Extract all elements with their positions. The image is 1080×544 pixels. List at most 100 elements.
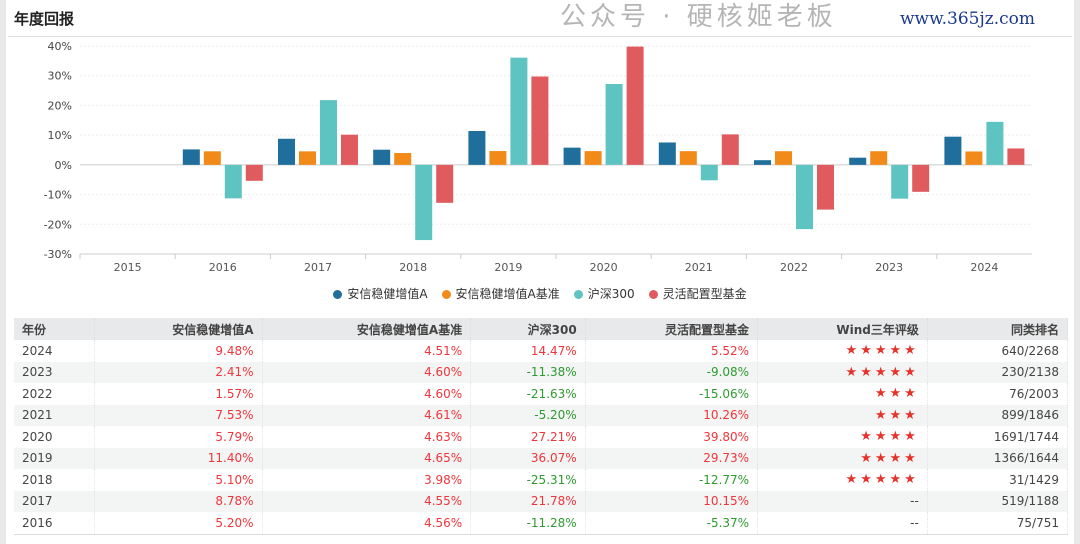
- y-tick-label: -10%: [44, 189, 72, 202]
- table-cell: 10.15%: [585, 490, 759, 512]
- y-tick-label: 30%: [48, 70, 72, 83]
- table-cell: -12.77%: [585, 469, 759, 491]
- bar: [944, 136, 962, 165]
- table-cell: 21.78%: [470, 490, 586, 512]
- section-title: 年度回报: [14, 10, 75, 28]
- legend-item[interactable]: 灵活配置型基金: [648, 285, 747, 302]
- bar: [658, 142, 676, 165]
- table-cell: 76/2003: [927, 383, 1069, 405]
- column-header[interactable]: 安信稳健增值A: [94, 318, 263, 340]
- legend-marker-icon: [648, 290, 658, 299]
- y-tick-label: 10%: [48, 129, 72, 142]
- bar: [679, 151, 697, 165]
- table-cell: 1366/1644: [927, 447, 1069, 469]
- table-cell: 4.63%: [262, 426, 472, 448]
- bar: [394, 153, 412, 165]
- rating-stars-icon: ★★★★★: [757, 469, 928, 491]
- x-tick-label: 2018: [399, 261, 427, 274]
- table-cell: 5.10%: [94, 469, 263, 491]
- bar: [891, 164, 909, 199]
- table-row: 2017 8.78% 4.55% 21.78% 10.15% -- 519/1188: [14, 490, 1069, 512]
- bar: [278, 138, 295, 165]
- x-tick-label: 2021: [685, 261, 713, 274]
- y-tick-label: 20%: [48, 99, 72, 112]
- table-cell: -21.63%: [470, 383, 586, 405]
- table-cell: 2024: [14, 340, 95, 362]
- column-header[interactable]: 年份: [14, 318, 95, 340]
- x-tick-label: 2017: [304, 261, 332, 274]
- table-cell: 39.80%: [585, 426, 759, 448]
- table-cell: 2020: [14, 426, 95, 448]
- x-tick-label: 2019: [494, 261, 522, 274]
- legend-item[interactable]: 沪深300: [573, 285, 635, 302]
- bar: [870, 151, 888, 165]
- bar: [796, 164, 813, 230]
- x-tick-label: 2024: [970, 261, 998, 274]
- table-cell: 4.65%: [262, 447, 472, 469]
- x-tick-label: 2022: [780, 261, 808, 274]
- rating-stars-icon: ★★★: [757, 404, 928, 426]
- table-cell: 14.47%: [470, 340, 586, 362]
- bar: [626, 46, 644, 165]
- table-cell: 5.79%: [94, 426, 263, 448]
- table-cell: 75/751: [927, 512, 1069, 535]
- bar: [415, 164, 433, 241]
- bar: [299, 151, 316, 165]
- bar: [245, 164, 263, 181]
- table-cell: 2023: [14, 361, 95, 383]
- x-tick-label: 2023: [875, 261, 903, 274]
- legend-marker-icon: [333, 290, 343, 299]
- bar: [912, 164, 930, 192]
- bar: [986, 121, 1004, 165]
- bar: [584, 151, 602, 165]
- table-cell: 4.60%: [262, 361, 472, 383]
- table-cell: -11.38%: [470, 361, 586, 383]
- column-header[interactable]: 沪深300: [470, 318, 586, 340]
- table-row: 2022 1.57% 4.60% -21.63% -15.06% ★★★ 76/2003: [14, 383, 1069, 405]
- legend-label: 安信稳健增值A: [347, 287, 428, 301]
- legend-item[interactable]: 安信稳健增值A: [333, 285, 428, 302]
- legend-label: 沪深300: [587, 287, 635, 301]
- legend-label: 灵活配置型基金: [662, 287, 747, 301]
- bar: [436, 164, 454, 203]
- table-cell: 1691/1744: [927, 426, 1069, 448]
- table-cell: 1.57%: [94, 383, 263, 405]
- legend-item[interactable]: 安信稳健增值A基准: [441, 285, 560, 302]
- y-tick-label: -20%: [44, 218, 72, 231]
- table-cell: 2018: [14, 469, 95, 491]
- bar: [468, 130, 486, 165]
- bar: [775, 151, 792, 165]
- x-tick-label: 2020: [590, 261, 618, 274]
- table-cell: -5.20%: [470, 404, 586, 426]
- table-cell: 36.07%: [470, 447, 586, 469]
- annual-return-table: 年份 安信稳健增值A 安信稳健增值A基准 沪深300 灵活配置型基金 Wind三年评级 同类…: [14, 318, 1069, 535]
- legend-marker-icon: [441, 290, 451, 299]
- watermark-url: www.365jz.com: [900, 9, 1035, 29]
- bar: [1007, 148, 1025, 165]
- x-tick-label: 2016: [209, 261, 237, 274]
- column-header[interactable]: 同类排名: [927, 318, 1069, 340]
- table-cell: 5.52%: [585, 340, 759, 362]
- column-header[interactable]: 灵活配置型基金: [585, 318, 759, 340]
- bar: [510, 57, 528, 165]
- bar: [700, 164, 718, 181]
- column-header[interactable]: 安信稳健增值A基准: [262, 318, 472, 340]
- header-row: 年份 安信稳健增值A 安信稳健增值A基准 沪深300 灵活配置型基金 Wind三年评级 同类…: [14, 318, 1069, 340]
- divider: [8, 36, 1072, 37]
- table-cell: 7.53%: [94, 404, 263, 426]
- table-cell: -9.08%: [585, 361, 759, 383]
- table-cell: 4.61%: [262, 404, 472, 426]
- table-cell: 11.40%: [94, 447, 263, 469]
- bar: [563, 147, 581, 165]
- bar: [373, 149, 391, 165]
- table-cell: 899/1846: [927, 404, 1069, 426]
- table-cell: 519/1188: [927, 490, 1069, 512]
- rating-stars-icon: ★★★★: [757, 426, 928, 448]
- column-header[interactable]: Wind三年评级: [757, 318, 928, 340]
- table-cell: 29.73%: [585, 447, 759, 469]
- bar: [754, 160, 771, 165]
- y-tick-label: 0%: [55, 159, 72, 172]
- table-cell: -5.37%: [585, 512, 759, 535]
- table-cell: 8.78%: [94, 490, 263, 512]
- table-cell: 4.51%: [262, 340, 472, 362]
